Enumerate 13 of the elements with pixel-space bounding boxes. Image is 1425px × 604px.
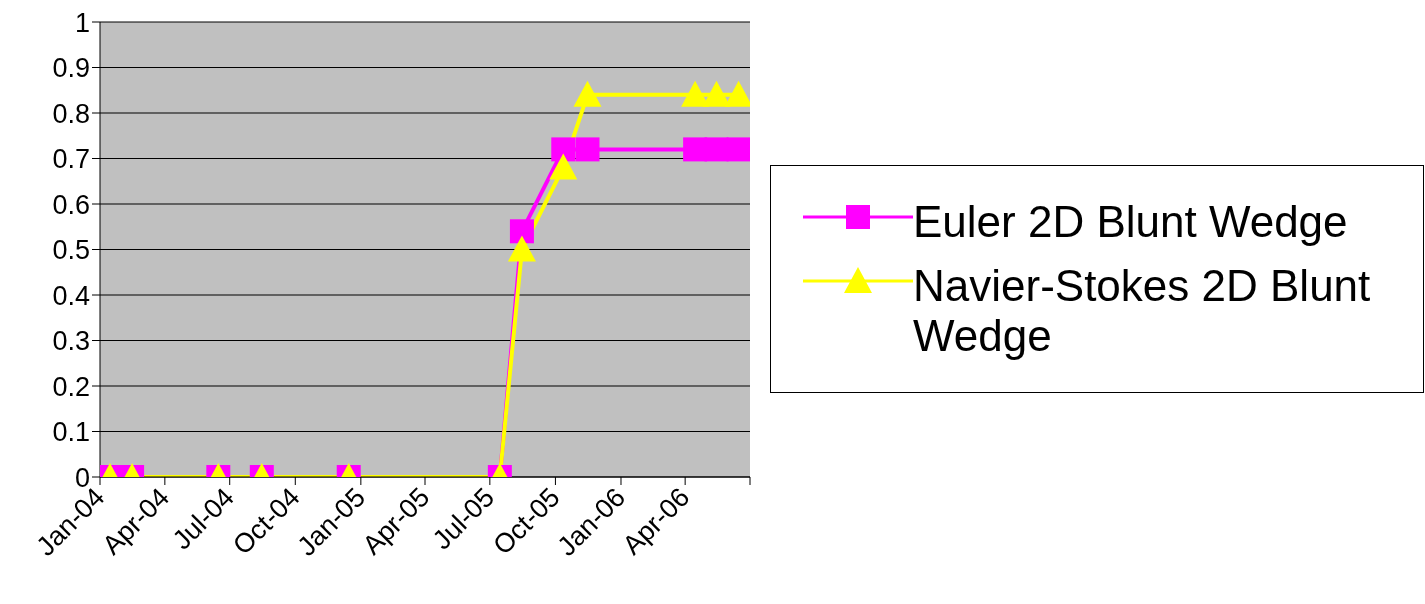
y-tick-label: 0 <box>74 462 90 493</box>
legend-label: Euler 2D Blunt Wedge <box>913 197 1348 247</box>
y-tick-label: 0.4 <box>52 280 90 311</box>
y-tick-label: 0.3 <box>52 326 90 357</box>
y-tick-label: 0.6 <box>52 189 90 220</box>
y-tick-label: 0.2 <box>52 371 90 402</box>
y-tick-label: 0.5 <box>52 235 90 266</box>
legend-label: Navier-Stokes 2D Blunt Wedge <box>913 261 1372 361</box>
y-tick-label: 0.1 <box>52 417 90 448</box>
y-tick-label: 0.7 <box>52 144 90 175</box>
y-tick-label: 0.8 <box>52 98 90 129</box>
y-tick-label: 0.9 <box>52 53 90 84</box>
y-tick-label: 1 <box>74 7 90 38</box>
